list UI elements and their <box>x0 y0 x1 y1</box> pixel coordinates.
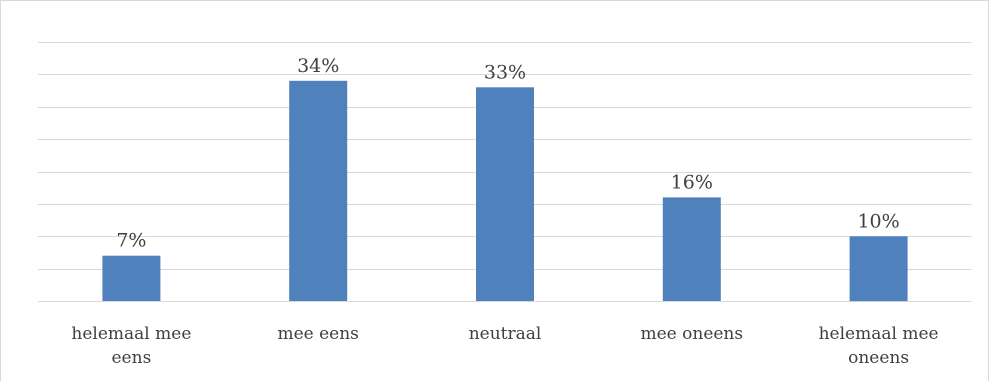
category-tick-label: helemaal mee <box>819 324 939 344</box>
category-tick-label: neutraal <box>469 324 542 344</box>
category-labels: helemaal mee eens mee eens neutraal mee onee… <box>71 324 938 368</box>
category-tick-label: helemaal mee <box>71 324 191 344</box>
data-label: 34% <box>297 55 339 77</box>
data-label: 7% <box>116 230 146 252</box>
category-tick-label: mee eens <box>277 324 358 344</box>
data-labels: 7% 34% 33% 16% 10% <box>116 55 899 252</box>
category-tick-label: mee oneens <box>640 324 743 344</box>
category-tick-label: oneens <box>848 348 909 368</box>
category-tick-label: eens <box>112 348 152 368</box>
bar <box>662 197 721 301</box>
bar <box>289 80 348 301</box>
data-label: 16% <box>671 171 713 193</box>
bar <box>476 87 534 301</box>
bar <box>849 236 908 302</box>
bars <box>102 80 908 302</box>
data-label: 10% <box>857 210 899 232</box>
data-label: 33% <box>484 61 526 83</box>
bar <box>102 255 161 301</box>
